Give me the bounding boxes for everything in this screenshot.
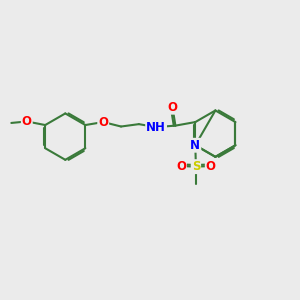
Text: NH: NH: [146, 121, 166, 134]
Text: N: N: [190, 139, 200, 152]
Text: O: O: [98, 116, 108, 129]
Text: O: O: [206, 160, 216, 172]
Text: O: O: [22, 115, 32, 128]
Text: S: S: [192, 160, 200, 173]
Text: O: O: [167, 101, 178, 114]
Text: O: O: [176, 160, 186, 172]
